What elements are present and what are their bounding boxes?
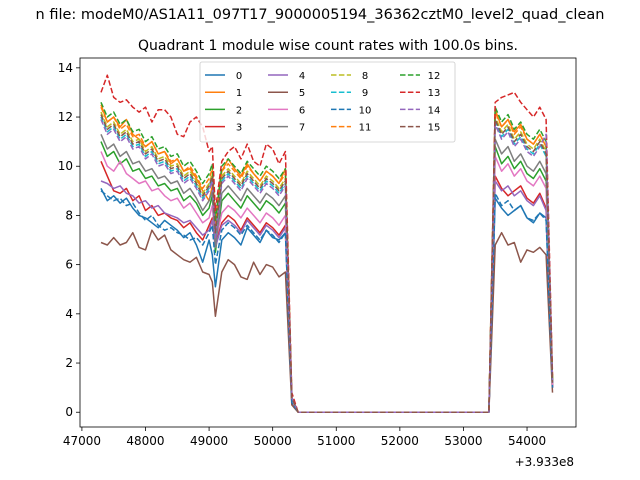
legend-label-14: 14	[428, 105, 441, 116]
series-line-12	[100, 102, 554, 413]
series-line-7	[100, 134, 554, 413]
series-line-15	[100, 114, 554, 413]
x-axis: 47000 48000 49000 50000 51000 52000 53000 54000	[63, 427, 546, 448]
x-tick-label: 53000	[444, 434, 482, 448]
suptitle: n file: modeM0/AS1A11_097T17_9000005194_…	[36, 7, 605, 23]
x-tick-label: 52000	[381, 434, 419, 448]
y-tick-label: 10	[58, 159, 73, 173]
y-tick-label: 2	[65, 356, 73, 370]
series-line-13	[100, 74, 554, 413]
x-tick-label: 48000	[126, 434, 164, 448]
legend-frame	[199, 61, 456, 143]
legend-label-13: 13	[428, 88, 441, 99]
x-tick-label: 51000	[317, 434, 355, 448]
legend-label-3: 3	[236, 123, 242, 134]
series-line-2	[100, 141, 554, 413]
chart-title: Quadrant 1 module wise count rates with …	[138, 38, 518, 54]
axes-frame	[79, 57, 577, 428]
x-tick-label: 47000	[63, 434, 101, 448]
legend-label-9: 9	[362, 88, 368, 99]
y-tick-label: 0	[65, 405, 73, 419]
legend-label-4: 4	[299, 71, 305, 82]
legend-label-15: 15	[428, 123, 441, 134]
x-offset-label: +3.933e8	[515, 455, 574, 469]
legend-label-8: 8	[362, 71, 368, 82]
legend-label-12: 12	[428, 71, 441, 82]
legend-label-10: 10	[359, 105, 372, 116]
y-tick-label: 4	[65, 307, 73, 321]
series-line-0	[100, 188, 554, 413]
series-layer	[100, 74, 554, 413]
series-line-11	[100, 106, 554, 413]
x-tick-label: 50000	[254, 434, 292, 448]
series-line-3	[100, 161, 554, 413]
series-line-10	[100, 190, 554, 413]
series-line-8	[100, 111, 554, 413]
series-line-14	[100, 119, 554, 413]
series-line-6	[100, 151, 554, 413]
legend-label-5: 5	[299, 88, 305, 99]
x-tick-label: 54000	[508, 434, 546, 448]
legend-label-1: 1	[236, 88, 242, 99]
legend-label-0: 0	[236, 71, 242, 82]
series-line-5	[100, 229, 554, 413]
legend-label-6: 6	[299, 105, 305, 116]
legend-label-7: 7	[299, 123, 305, 134]
legend-label-11: 11	[359, 123, 372, 134]
y-tick-label: 8	[65, 208, 73, 222]
y-tick-label: 14	[58, 61, 73, 75]
y-tick-label: 6	[65, 258, 73, 272]
series-line-9	[100, 116, 554, 413]
y-tick-label: 12	[58, 110, 73, 124]
series-line-4	[100, 180, 554, 413]
legend-label-2: 2	[236, 105, 242, 116]
x-tick-label: 49000	[190, 434, 228, 448]
y-axis: 0 2 4 6 8 10 12 14	[58, 61, 80, 419]
